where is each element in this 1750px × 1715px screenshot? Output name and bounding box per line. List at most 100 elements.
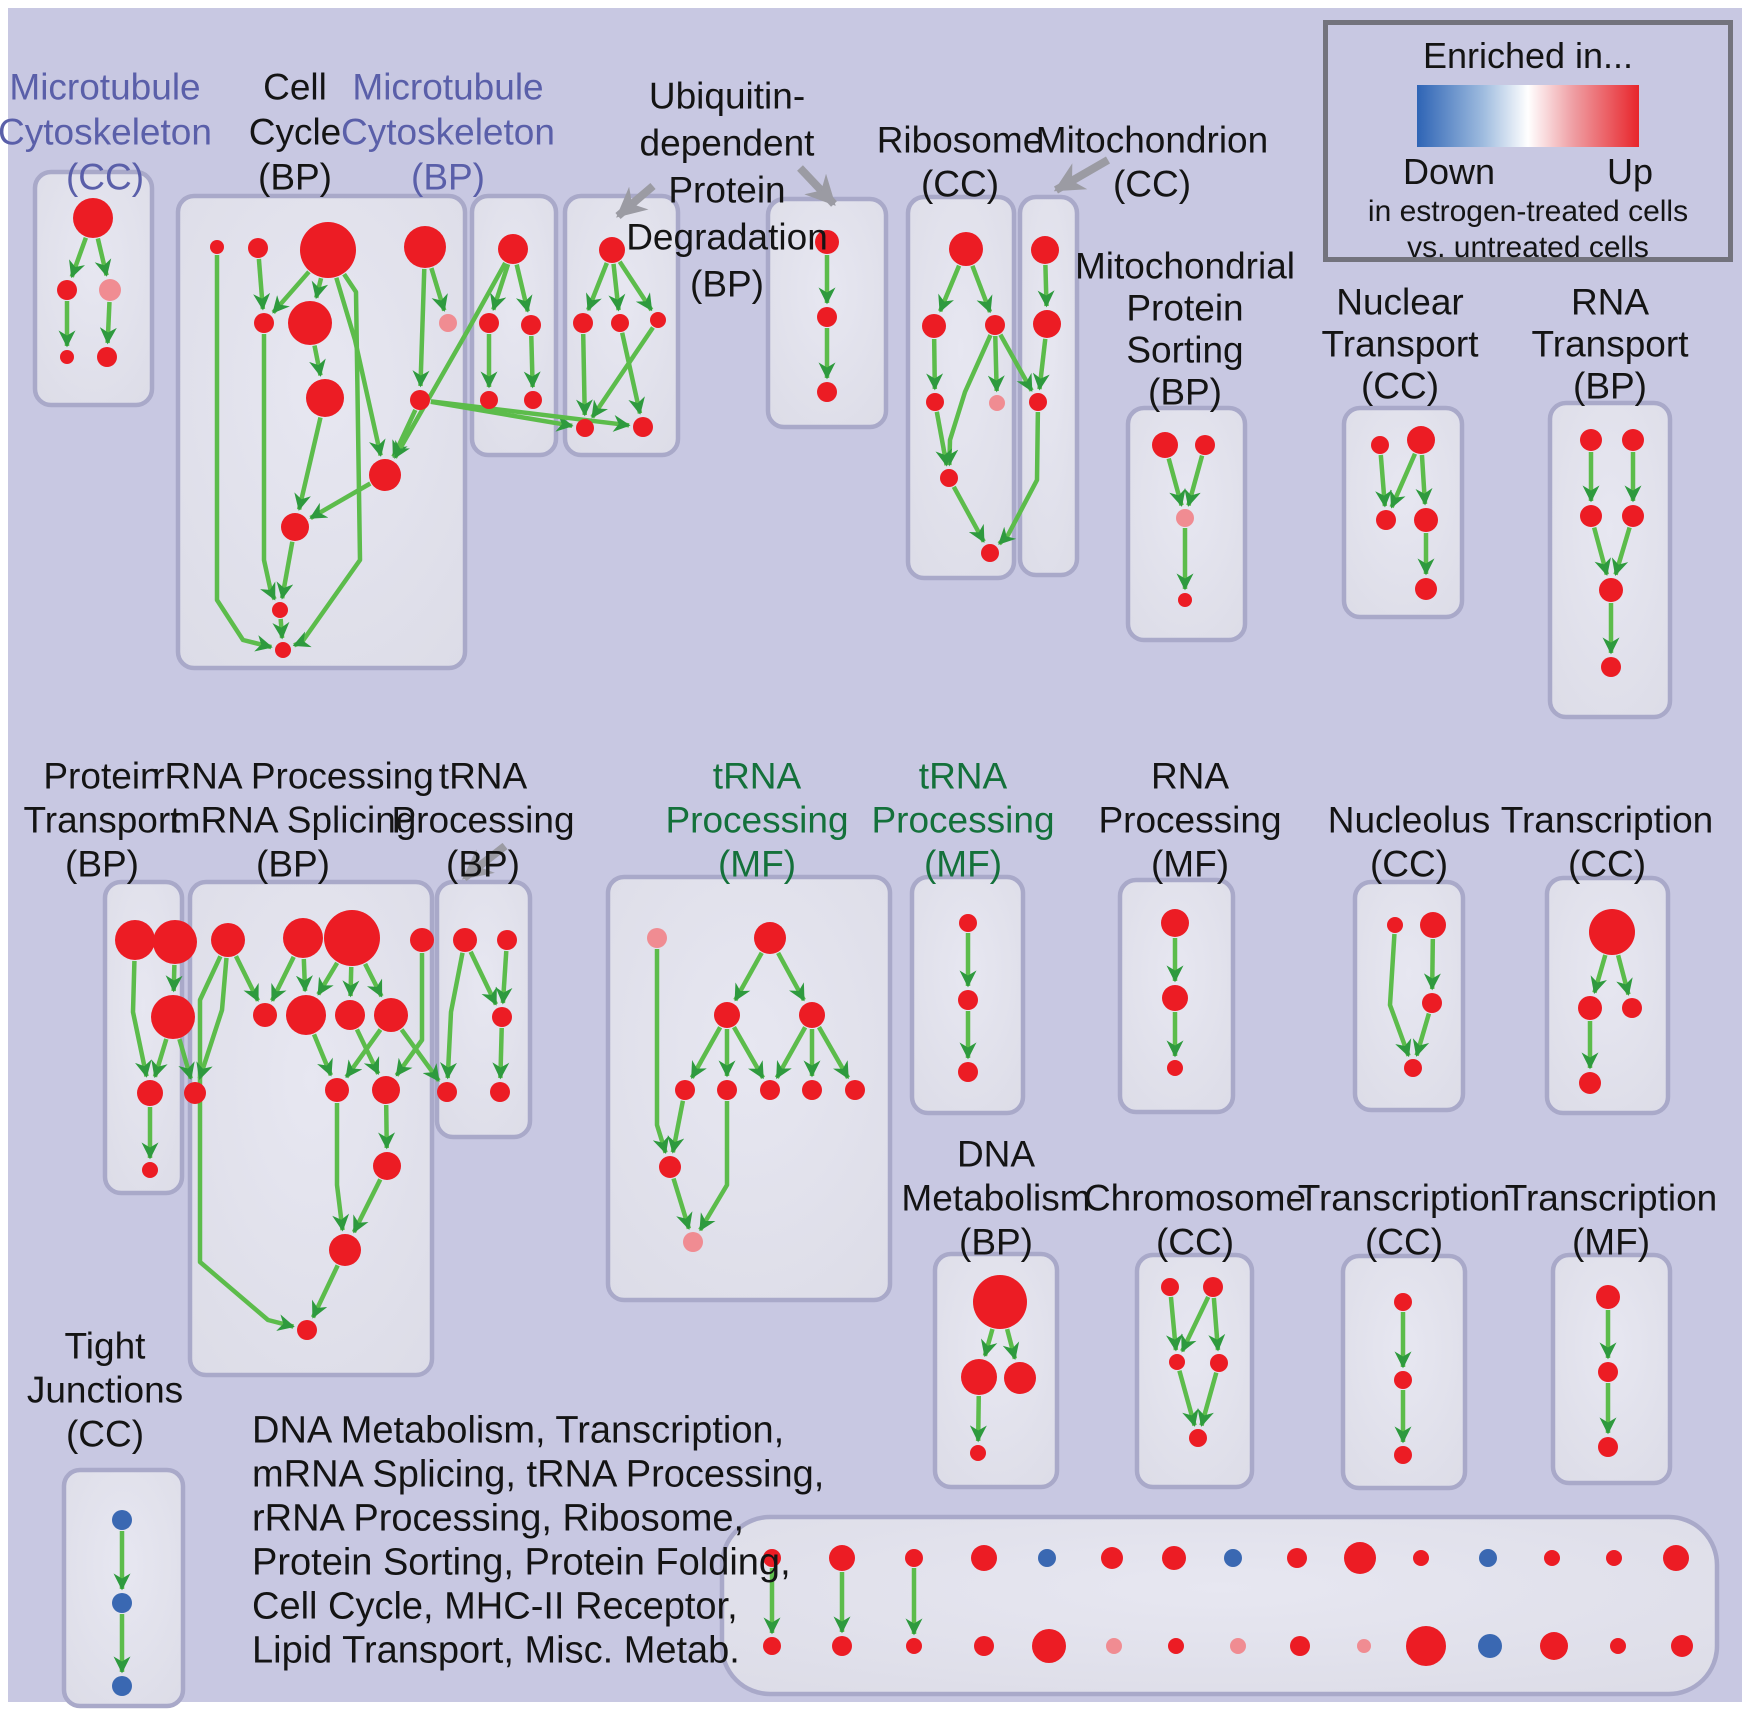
cluster-label-ub_label_only: Degradation: [626, 216, 828, 258]
edge-arrow: [392, 261, 508, 459]
node-ribosome-5: [940, 469, 958, 487]
cluster-label-chromosome: (CC): [1155, 1221, 1235, 1263]
node-trna_mf2-1: [958, 990, 978, 1010]
edge-arrow: [652, 949, 670, 1155]
cluster-box-misc: [719, 1514, 1720, 1697]
cluster-label-transcription_cc_mid: Transcription: [1500, 799, 1714, 841]
node-misc-3: [971, 1545, 997, 1571]
node-misc-4: [1038, 1549, 1056, 1567]
edge-arrow: [1032, 338, 1050, 391]
legend-context-line1: in estrogen-treated cells: [1367, 195, 1689, 228]
node-misc-15: [763, 1637, 781, 1655]
cluster-label-ub_label_only: (BP): [690, 263, 764, 305]
node-trna_mf2-2: [958, 1062, 978, 1082]
node-chromosome-1: [1203, 1277, 1223, 1297]
cluster-label-rna_transport: RNA: [1570, 281, 1650, 323]
edge-arrow: [165, 964, 183, 993]
edge-arrow: [316, 961, 340, 996]
edge-arrow: [934, 411, 953, 467]
edge-arrow: [309, 345, 326, 377]
node-transcription_cc_bot-2: [1394, 1446, 1412, 1464]
cluster-label-prot_transport: (BP): [65, 843, 139, 885]
edge-arrow: [733, 951, 764, 1002]
node-transcription_mf_bot-2: [1598, 1437, 1618, 1457]
node-cell_cycle-7: [306, 379, 344, 417]
node-misc-12: [1544, 1550, 1560, 1566]
node-misc-11: [1479, 1549, 1497, 1567]
edge-arrow: [1387, 933, 1412, 1058]
edge-arrow: [969, 1395, 987, 1443]
node-misc-20: [1106, 1638, 1122, 1654]
node-cell_cycle-8: [410, 390, 430, 410]
cluster-label-ribosome: (CC): [920, 163, 1000, 205]
node-rrna-12: [297, 1320, 317, 1340]
cluster-label-chromosome: Chromosome: [1083, 1177, 1307, 1219]
cluster-label-rrna: (BP): [256, 843, 330, 885]
node-trna_mf1-2: [714, 1002, 740, 1028]
cluster-label-mito_sort: Mitochondrial: [1074, 245, 1296, 287]
node-trna_mf1-6: [760, 1080, 780, 1100]
cluster-label-ub_label_only: dependent: [639, 122, 815, 164]
node-rna_transport-4: [1599, 578, 1623, 602]
node-transcription_cc_mid-2: [1622, 998, 1642, 1018]
node-rrna-0: [211, 923, 245, 957]
edge-arrow: [260, 334, 277, 601]
node-cell_cycle-2: [300, 222, 356, 278]
edge-arrow: [492, 1027, 510, 1080]
edge-arrow: [776, 951, 806, 1002]
node-misc-10: [1413, 1550, 1429, 1566]
edge-arrow: [151, 1038, 169, 1079]
node-misc-29: [1671, 1635, 1693, 1657]
edge-arrow: [94, 237, 112, 277]
edge-arrow: [378, 1104, 396, 1150]
edge-arrow: [590, 326, 655, 419]
edge-arrow: [69, 236, 88, 279]
node-rna_transport-3: [1622, 505, 1644, 527]
edge-arrow: [1037, 264, 1055, 308]
edge-arrow: [1389, 452, 1418, 509]
edge-arrow: [311, 277, 329, 300]
edge-arrow: [938, 264, 962, 313]
cluster-label-prot_transport: Protein: [43, 755, 161, 797]
edge-arrow: [292, 272, 363, 648]
cluster-label-rna_proc: RNA: [1150, 755, 1230, 797]
node-prot_transport-0: [115, 920, 155, 960]
cluster-label-nucleolus: Nucleolus: [1327, 799, 1491, 841]
cluster-label-rna_transport: Transport: [1531, 323, 1689, 365]
edge-arrow: [1375, 454, 1393, 508]
node-cell_cycle-11: [272, 602, 288, 618]
node-ribosome-4: [989, 395, 1005, 411]
node-mt_cc-3: [60, 350, 74, 364]
node-misc-18: [974, 1636, 994, 1656]
cluster-label-mito_sort: (BP): [1148, 371, 1222, 413]
edge-arrow: [351, 1178, 383, 1234]
cluster-label-transcription_mf_bot: (MF): [1571, 1221, 1651, 1263]
node-misc-27: [1540, 1632, 1568, 1660]
edge-arrow: [399, 1028, 441, 1083]
node-trna_bp-3: [437, 1082, 457, 1102]
cluster-label-mt_bp: Microtubule: [352, 66, 544, 108]
cluster-label-mt_bp: Cytoskeleton: [341, 111, 555, 153]
cluster-label-cell_cycle: Cycle: [248, 111, 342, 153]
node-trna_bp-1: [497, 930, 517, 950]
edge-arrow: [997, 411, 1041, 546]
cluster-label-rrna: rRNA Processing: [152, 755, 434, 797]
edge-arrow: [272, 618, 290, 640]
cluster-label-trna_bp: (BP): [446, 843, 520, 885]
node-trna_mf1-4: [675, 1080, 695, 1100]
pointer-arrow: [615, 182, 656, 220]
node-misc-23: [1290, 1636, 1310, 1656]
node-rna_transport-1: [1622, 429, 1644, 451]
node-misc-7: [1224, 1549, 1242, 1567]
legend-context-line2: vs. untreated cells: [1407, 231, 1649, 264]
node-ub_left-1: [573, 313, 593, 333]
edge-arrow: [342, 966, 360, 998]
cluster-label-mt_bp: (BP): [411, 156, 485, 198]
edge-arrow: [514, 264, 533, 313]
edge-arrow: [276, 541, 295, 600]
node-rrna-6: [335, 1000, 365, 1030]
note-line: rRNA Processing, Ribosome,: [252, 1497, 745, 1540]
node-prot_transport-3: [137, 1080, 163, 1106]
node-chromosome-2: [1169, 1354, 1185, 1370]
